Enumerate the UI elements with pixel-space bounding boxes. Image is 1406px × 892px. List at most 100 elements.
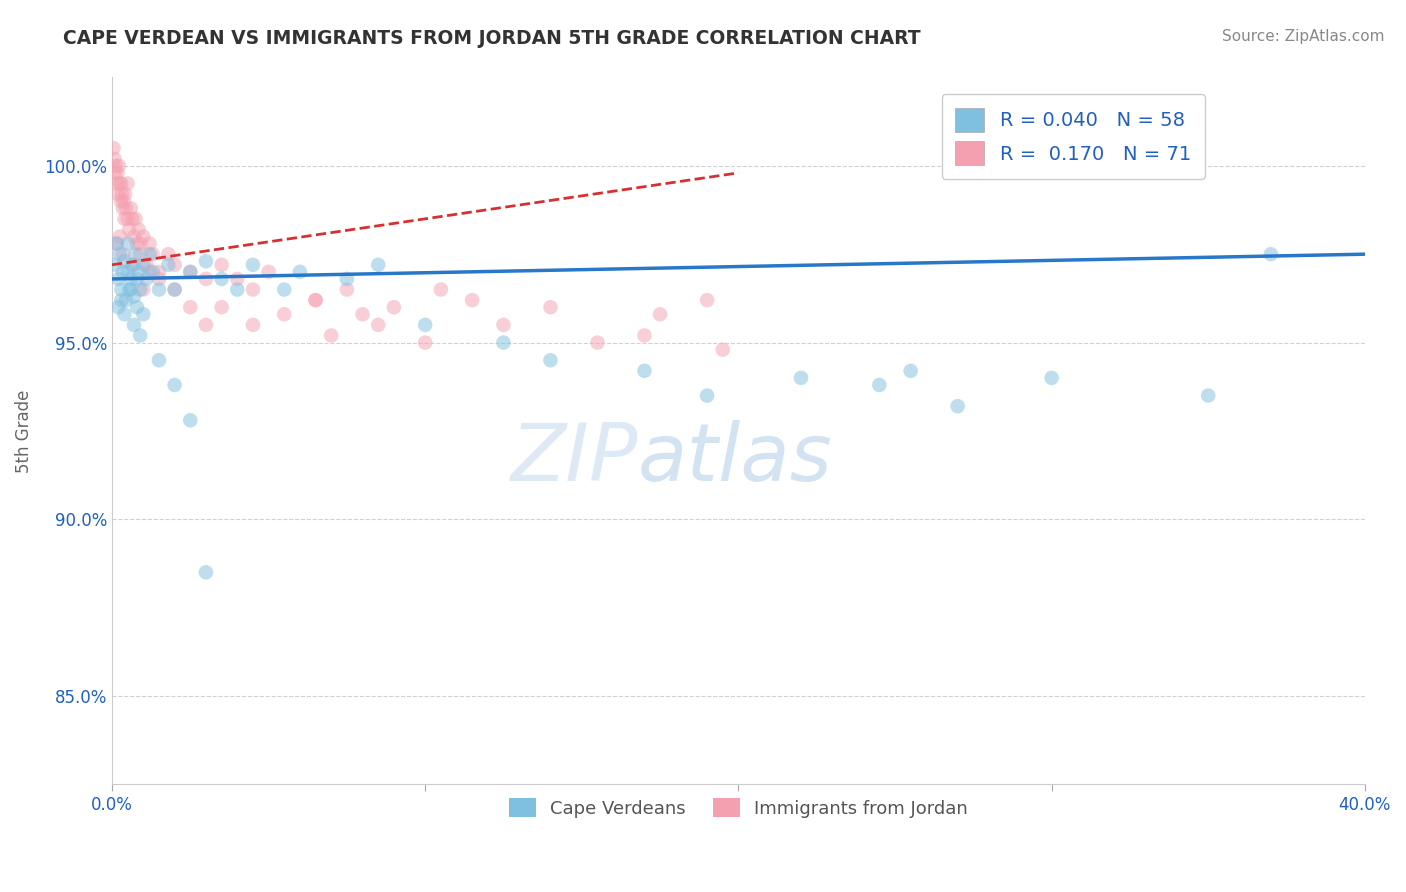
Point: [107, 187, 129, 202]
Point: [114, 307, 136, 321]
Point: [179, 300, 201, 314]
Point: [430, 283, 453, 297]
Point: [163, 283, 186, 297]
Point: [108, 229, 131, 244]
Point: [125, 272, 148, 286]
Point: [179, 265, 201, 279]
Point: [117, 177, 139, 191]
Point: [194, 254, 217, 268]
Point: [492, 318, 515, 332]
Point: [132, 283, 155, 297]
Point: [211, 272, 233, 286]
Point: [125, 300, 148, 314]
Point: [108, 247, 131, 261]
Point: [128, 222, 150, 236]
Point: [163, 258, 186, 272]
Point: [114, 187, 136, 202]
Point: [336, 283, 359, 297]
Point: [586, 335, 609, 350]
Point: [226, 272, 249, 286]
Point: [129, 283, 152, 297]
Point: [157, 247, 180, 261]
Point: [696, 388, 718, 402]
Point: [179, 413, 201, 427]
Point: [142, 247, 165, 261]
Point: [129, 247, 152, 261]
Legend: Cape Verdeans, Immigrants from Jordan: Cape Verdeans, Immigrants from Jordan: [502, 791, 976, 825]
Point: [790, 371, 813, 385]
Point: [129, 328, 152, 343]
Text: Source: ZipAtlas.com: Source: ZipAtlas.com: [1222, 29, 1385, 44]
Point: [114, 254, 136, 268]
Point: [120, 201, 142, 215]
Point: [304, 293, 326, 307]
Point: [163, 378, 186, 392]
Point: [148, 265, 170, 279]
Point: [242, 258, 264, 272]
Point: [157, 258, 180, 272]
Point: [115, 293, 138, 307]
Point: [117, 265, 139, 279]
Point: [179, 265, 201, 279]
Point: [257, 265, 280, 279]
Point: [148, 272, 170, 286]
Point: [122, 318, 145, 332]
Text: atlas: atlas: [638, 420, 832, 499]
Point: [135, 272, 157, 286]
Point: [124, 211, 146, 226]
Point: [900, 364, 922, 378]
Point: [194, 318, 217, 332]
Point: [110, 293, 132, 307]
Point: [461, 293, 484, 307]
Point: [211, 258, 233, 272]
Point: [120, 272, 142, 286]
Point: [111, 187, 134, 202]
Point: [104, 166, 127, 180]
Point: [142, 265, 165, 279]
Point: [138, 236, 160, 251]
Point: [413, 335, 436, 350]
Point: [112, 194, 135, 209]
Point: [105, 236, 128, 251]
Point: [107, 300, 129, 314]
Point: [122, 290, 145, 304]
Point: [540, 353, 562, 368]
Point: [132, 307, 155, 321]
Point: [1197, 388, 1219, 402]
Point: [107, 272, 129, 286]
Point: [1260, 247, 1282, 261]
Point: [105, 177, 128, 191]
Point: [118, 283, 141, 297]
Point: [125, 236, 148, 251]
Point: [110, 177, 132, 191]
Point: [696, 293, 718, 307]
Point: [648, 307, 671, 321]
Y-axis label: 5th Grade: 5th Grade: [15, 389, 32, 473]
Point: [540, 300, 562, 314]
Point: [273, 307, 295, 321]
Point: [1040, 371, 1063, 385]
Point: [108, 159, 131, 173]
Text: CAPE VERDEAN VS IMMIGRANTS FROM JORDAN 5TH GRADE CORRELATION CHART: CAPE VERDEAN VS IMMIGRANTS FROM JORDAN 5…: [63, 29, 921, 47]
Point: [121, 211, 143, 226]
Point: [633, 364, 655, 378]
Point: [108, 177, 131, 191]
Point: [105, 236, 128, 251]
Point: [138, 247, 160, 261]
Point: [110, 194, 132, 209]
Point: [352, 307, 374, 321]
Point: [124, 247, 146, 261]
Point: [163, 283, 186, 297]
Point: [633, 328, 655, 343]
Point: [118, 222, 141, 236]
Point: [194, 272, 217, 286]
Point: [288, 265, 311, 279]
Point: [107, 166, 129, 180]
Point: [122, 229, 145, 244]
Point: [115, 201, 138, 215]
Point: [242, 283, 264, 297]
Point: [492, 335, 515, 350]
Point: [242, 318, 264, 332]
Point: [132, 258, 155, 272]
Point: [111, 247, 134, 261]
